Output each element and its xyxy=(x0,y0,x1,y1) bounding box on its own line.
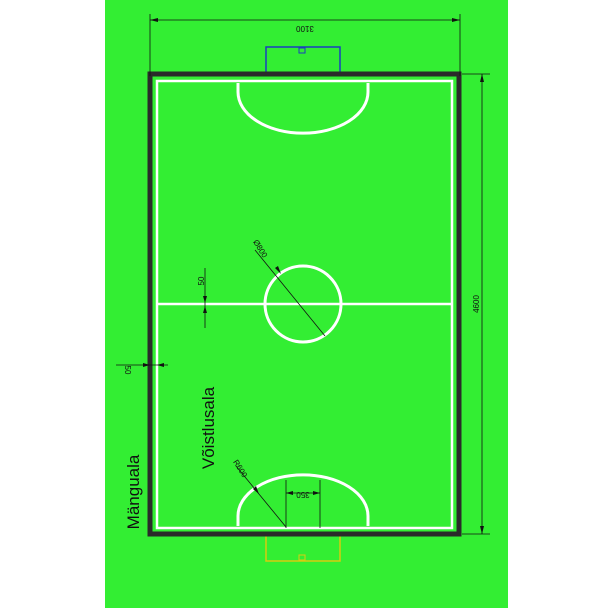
top-goal-marker xyxy=(298,47,306,54)
border-width-arrow-left xyxy=(143,363,150,367)
center-circle-arrow xyxy=(275,266,281,274)
competition-area-label: Võistlusala xyxy=(199,386,218,469)
penalty-radius-dim-line xyxy=(235,465,287,528)
width-dim-arrow-left xyxy=(150,18,158,22)
top-penalty-area xyxy=(236,83,370,135)
width-dim-arrow-right xyxy=(452,18,460,22)
width-dim-text: 3100 xyxy=(296,24,314,33)
length-dim-arrow-top xyxy=(480,74,484,82)
penalty-offset-arrow-left xyxy=(286,491,293,495)
competition-border xyxy=(147,71,462,537)
length-dim-arrow-bottom xyxy=(480,526,484,534)
penalty-radius-arrow xyxy=(253,486,259,494)
line-width-arrow-top xyxy=(203,296,207,303)
border-width-arrow-right xyxy=(157,363,164,367)
border-width-dim-text: 50 xyxy=(123,366,132,375)
line-width-dim-text: 50 xyxy=(197,276,206,285)
line-width-arrow-bottom xyxy=(203,306,207,313)
penalty-offset-dim-text: 350 xyxy=(296,490,310,499)
penalty-offset-arrow-right xyxy=(313,491,320,495)
center-circle xyxy=(263,264,343,344)
bottom-penalty-area xyxy=(236,473,370,526)
play-area-label: Mänguala xyxy=(124,454,143,529)
bottom-goal-marker xyxy=(298,554,306,561)
length-dim-text: 4600 xyxy=(472,295,481,313)
center-circle-dim-line xyxy=(254,249,326,337)
